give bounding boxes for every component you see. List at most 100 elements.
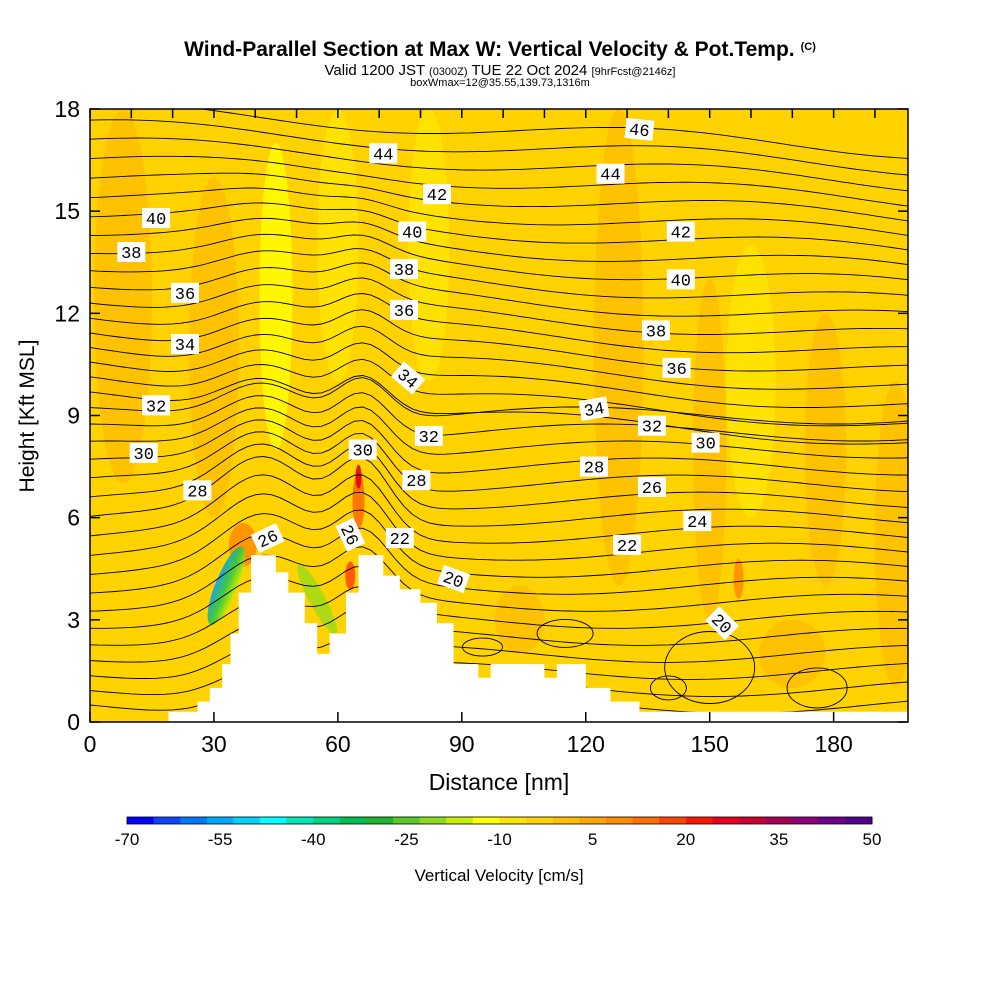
colorbar-swatch [845,817,873,824]
contour-label-1: 44 [369,143,398,165]
contour-label-0: 46 [624,117,655,142]
colorbar-swatch [738,817,767,824]
colorbar-tick-label: -55 [208,830,233,849]
contour-label-text: 36 [394,303,414,322]
isentrope-17 [90,377,908,425]
colorbar-tick-label: 5 [588,830,597,849]
colorbar-swatch [286,817,314,824]
isentrope-16 [90,392,908,442]
colorbar-tick-label: 50 [863,830,882,849]
contour-label-box [624,117,655,141]
isentrope-18 [90,375,908,445]
contour-label-text: 32 [642,419,662,438]
contour-label-box [691,432,720,453]
contour-label-box [171,334,199,354]
contour-label-box [390,361,426,395]
isentrope-35 [197,109,908,159]
contour-label-31: 22 [613,534,642,557]
contour-label-30: 22 [385,528,414,550]
contour-label-17: 32 [142,395,171,417]
contour-label-text: 40 [146,211,166,230]
contour-label-text: 34 [583,400,606,422]
contour-label-box [142,395,171,416]
contour-label-text: 28 [584,460,604,479]
x-tick-label: 180 [814,731,852,757]
contour-label-box [613,534,642,555]
contour-label-24: 28 [402,470,431,492]
contour-label-box [335,517,366,552]
colorbar-swatch [206,817,234,824]
contour-label-text: 26 [642,480,662,499]
contour-label-5: 40 [142,208,171,230]
isentrope-10 [90,474,908,544]
low-level-contour-4 [649,675,687,701]
contour-label-text: 28 [187,483,207,502]
contour-label-2: 44 [596,163,625,186]
contour-label-13: 36 [662,357,691,380]
velocity-plume-8 [804,313,847,586]
isentrope-26 [90,248,908,299]
contour-label-29: 24 [683,511,712,533]
colorbar-tick-label: 20 [676,830,695,849]
isentrope-15 [90,406,908,459]
contour-label-text: 30 [352,443,372,462]
velocity-plume-0 [94,109,152,484]
contour-label-box [580,456,608,477]
low-level-contour-2 [786,667,848,709]
contour-label-box [662,357,691,378]
contour-label-text: 40 [671,272,691,291]
colorbar-tick-label: -40 [301,830,326,849]
chart-title: Wind-Parallel Section at Max W: Vertical… [184,38,816,61]
colorbar-swatch [339,817,367,824]
contour-label-box [348,439,377,460]
isentrope-24 [90,277,908,335]
isentrope-12 [90,443,908,510]
contour-label-box [666,269,695,290]
colorbar-swatch [659,817,687,824]
contour-label-10: 38 [642,320,670,342]
colorbar-tick-label: -25 [394,830,419,849]
y-tick-label: 15 [54,198,80,224]
contour-label-20: 30 [129,443,158,465]
colorbar-swatch [127,817,155,824]
colorbar-swatch [446,817,474,824]
colorbar-tick-label: 35 [769,830,788,849]
contour-label-box [705,606,740,641]
y-tick-label: 18 [54,96,80,122]
colorbar-swatch [472,817,500,824]
contour-label-8: 38 [117,242,146,264]
contour-label-box [183,480,212,501]
contour-label-text: 44 [600,167,620,186]
isentrope-5 [90,565,908,629]
isentrope-23 [90,293,908,354]
contour-label-box [402,470,431,491]
contour-label-18: 32 [414,425,443,448]
colorbar-swatch [233,817,261,824]
x-tick-label: 60 [325,731,351,757]
valid-time-subtitle: Valid 1200 JST (0300Z) TUE 22 Oct 2024 [… [324,62,676,79]
updraft-peak-center [355,464,362,489]
contour-label-26: 26 [637,477,666,499]
downdraft-band-center [297,563,338,635]
low-level-contour-3 [664,631,756,704]
colorbar-swatch [499,817,527,824]
x-tick-label: 0 [84,731,97,757]
contour-label-19: 32 [637,415,666,438]
contour-label-box [683,511,712,532]
contour-label-box [596,163,625,184]
x-axis-label: Distance [nm] [429,769,570,795]
low-level-contour-0 [462,637,503,657]
contour-label-box [398,221,427,242]
velocity-plume-10 [494,585,545,654]
contour-label-box [250,523,285,554]
contour-label-box [414,425,443,446]
colorbar-swatch [260,817,288,824]
colorbar-swatch [180,817,208,824]
isentrope-34 [90,119,908,176]
x-tick-label: 120 [567,731,605,757]
colorbar-swatch [366,817,394,824]
colorbar-tick-label: -70 [115,830,140,849]
box-info-subtitle: boxWmax=12@35.55,139.73,1316m [410,77,590,89]
contour-label-text: 22 [390,531,410,550]
